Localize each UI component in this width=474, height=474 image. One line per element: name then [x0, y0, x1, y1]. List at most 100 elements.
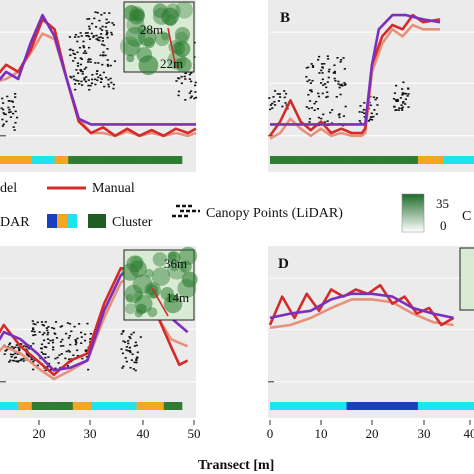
canopy-point: [393, 106, 396, 108]
canopy-point: [43, 332, 46, 334]
canopy-point: [404, 103, 407, 105]
canopy-point: [81, 73, 84, 75]
tree-crown: [123, 39, 141, 57]
cluster-segment: [118, 402, 124, 410]
canopy-point: [271, 102, 274, 105]
canopy-point: [399, 97, 402, 99]
canopy-point: [323, 121, 326, 123]
canopy-point: [85, 35, 88, 37]
canopy-point: [132, 331, 135, 334]
canopy-point: [271, 107, 274, 109]
canopy-point: [77, 323, 81, 325]
canopy-point: [80, 80, 83, 83]
canopy-point: [20, 343, 23, 345]
canopy-point: [135, 361, 138, 364]
canopy-point: [67, 337, 70, 339]
tree-crown: [151, 267, 171, 286]
canopy-point: [89, 338, 92, 340]
canopy-point: [56, 356, 59, 359]
canopy-point: [51, 327, 54, 329]
canopy-point: [84, 333, 87, 336]
canopy-point: [334, 79, 337, 82]
canopy-point: [14, 110, 17, 113]
canopy-point: [82, 40, 85, 43]
cluster-segment: [336, 156, 342, 164]
cluster-segment: [468, 156, 474, 164]
canopy-point: [397, 109, 400, 111]
canopy-point: [135, 359, 138, 362]
cluster-segment: [315, 156, 322, 164]
canopy-point: [80, 58, 83, 61]
canopy-point: [74, 340, 78, 342]
cluster-segment: [95, 402, 101, 410]
canopy-point: [358, 111, 361, 113]
canopy-point: [14, 352, 17, 355]
series-line-lidar: [269, 23, 440, 140]
legend-colorbar-tail: C: [462, 209, 471, 224]
canopy-point: [109, 77, 112, 80]
canopy-point: [396, 98, 399, 101]
x-tick-label: 10: [315, 426, 328, 441]
tree-crown: [174, 26, 191, 43]
cluster-segment: [9, 402, 14, 410]
canopy-point: [22, 345, 25, 347]
canopy-point: [175, 80, 178, 82]
cluster-segment: [407, 156, 414, 164]
cluster-segment: [448, 156, 454, 164]
canopy-point: [73, 78, 76, 81]
tree-crown: [124, 303, 136, 315]
cluster-segment: [54, 402, 60, 410]
canopy-point: [110, 81, 113, 84]
canopy-point: [10, 100, 14, 102]
inset-label: 14m: [166, 290, 189, 305]
cluster-segment: [22, 156, 28, 164]
canopy-point: [190, 95, 193, 98]
canopy-point: [307, 107, 310, 110]
cluster-segment: [346, 156, 352, 164]
canopy-point: [103, 12, 106, 14]
cluster-segment: [372, 156, 378, 164]
canopy-point: [99, 74, 102, 76]
legend-colorbar-max: 35: [436, 196, 449, 211]
canopy-point: [394, 99, 398, 101]
tree-crown: [121, 263, 139, 281]
canopy-point: [14, 93, 17, 95]
canopy-point: [32, 334, 35, 337]
canopy-point: [268, 97, 271, 99]
canopy-point: [184, 78, 187, 80]
canopy-point: [75, 79, 78, 82]
canopy-point: [46, 333, 49, 336]
canopy-point: [96, 70, 99, 72]
panel-letter-b: B: [280, 10, 290, 26]
cluster-segment: [315, 402, 322, 410]
canopy-point: [124, 357, 127, 359]
cluster-segment: [270, 156, 276, 164]
canopy-point: [369, 104, 372, 107]
canopy-point: [1, 118, 4, 121]
canopy-point: [311, 65, 315, 67]
canopy-point: [54, 367, 57, 370]
panel-letter-d: D: [278, 256, 289, 272]
canopy-point: [178, 77, 181, 80]
canopy-point: [106, 59, 109, 61]
canopy-point: [97, 62, 100, 64]
canopy-point: [317, 92, 320, 95]
canopy-point: [316, 108, 320, 110]
canopy-point: [96, 79, 99, 82]
cluster-segment: [382, 156, 388, 164]
canopy-point: [190, 72, 193, 74]
canopy-point: [80, 84, 84, 86]
canopy-point: [309, 82, 312, 84]
canopy-point: [61, 338, 64, 341]
canopy-point: [68, 358, 71, 361]
canopy-point: [337, 83, 340, 85]
canopy-point: [94, 11, 97, 14]
tree-crown: [167, 293, 177, 304]
canopy-point: [139, 336, 142, 338]
canopy-point: [41, 333, 44, 336]
canopy-point: [96, 11, 99, 14]
cluster-segment: [109, 156, 115, 164]
canopy-point: [310, 63, 313, 65]
canopy-point: [73, 36, 77, 38]
canopy-point: [394, 84, 398, 87]
